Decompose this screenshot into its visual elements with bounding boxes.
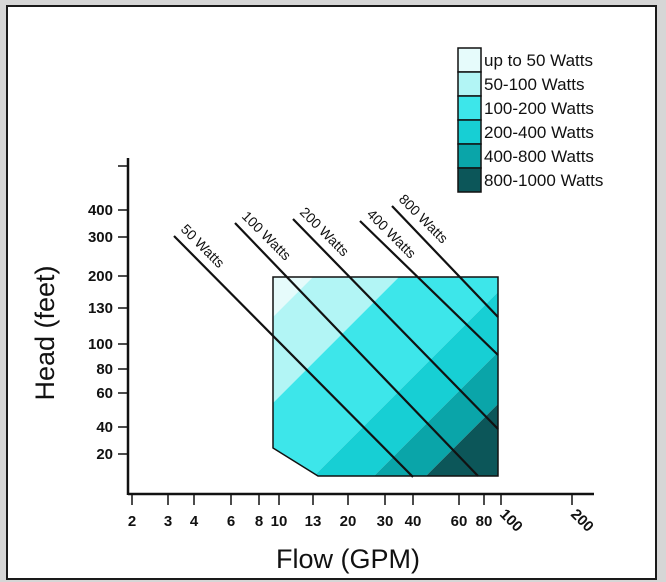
x-tick-label-100: 100 [496,506,526,536]
x-tick-label-8: 8 [255,513,263,530]
legend-label-up-to-50-watts: up to 50 Watts [484,51,593,70]
legend-swatch-up-to-50-watts [457,47,482,73]
legend: up to 50 Watts 50-100 Watts 100-200 Watts 2… [457,47,603,193]
x-tick-label-20: 20 [340,513,357,530]
x-ticks: 2 3 4 6 8 10 13 20 30 40 60 80 100 200 [128,494,597,536]
power-band-100-200-watts [273,277,498,476]
x-tick-label-30: 30 [377,513,394,530]
x-tick-label-60: 60 [451,513,468,530]
power-line-50-watts [173,235,414,478]
power-line-400-watts [359,220,499,356]
y-tick-label-20: 20 [96,446,113,463]
x-tick-label-10: 10 [271,513,288,530]
legend-swatch-50-100-watts [457,71,482,97]
legend-swatch-200-400-watts [457,119,482,145]
x-tick-label-40: 40 [405,513,422,530]
power-bands [273,277,498,476]
legend-label-100-200-watts: 100-200 Watts [484,99,594,118]
y-tick-label-60: 60 [96,385,113,402]
x-axis-title: Flow (GPM) [276,544,420,574]
x-tick-label-200: 200 [567,506,597,536]
legend-swatch-400-800-watts [457,143,482,169]
x-tick-label-6: 6 [227,513,235,530]
power-band-200-400-watts [273,277,498,476]
y-axis-title: Head (feet) [30,265,60,400]
x-tick-label-13: 13 [305,513,322,530]
y-tick-label-200: 200 [88,268,113,285]
y-ticks: 20 40 60 80 100 130 200 300 400 [88,202,128,463]
x-tick-label-4: 4 [190,513,199,530]
y-tick-label-130: 130 [88,300,113,317]
power-line-800-watts [391,205,499,318]
legend-label-400-800-watts: 400-800 Watts [484,147,594,166]
y-tick-label-400: 400 [88,202,113,219]
x-tick-label-80: 80 [476,513,493,530]
legend-label-800-1000-watts: 800-1000 Watts [484,171,603,190]
legend-swatch-100-200-watts [457,95,482,121]
legend-swatch-800-1000-watts [457,167,482,193]
y-tick-label-100: 100 [88,336,113,353]
y-tick-label-40: 40 [96,419,113,436]
legend-label-200-400-watts: 200-400 Watts [484,123,594,142]
y-tick-label-80: 80 [96,361,113,378]
power-band-50-100-watts [273,277,498,476]
x-tick-label-3: 3 [164,513,172,530]
chart-frame: 50 Watts 100 Watts 200 Watts 400 Watts 800 W… [6,5,657,580]
power-line-100-watts [234,222,479,477]
power-line-label-50-watts: 50 Watts [178,221,228,271]
x-tick-label-2: 2 [128,513,136,530]
legend-label-50-100-watts: 50-100 Watts [484,75,584,94]
y-tick-label-300: 300 [88,229,113,246]
power-line-200-watts [292,218,499,430]
